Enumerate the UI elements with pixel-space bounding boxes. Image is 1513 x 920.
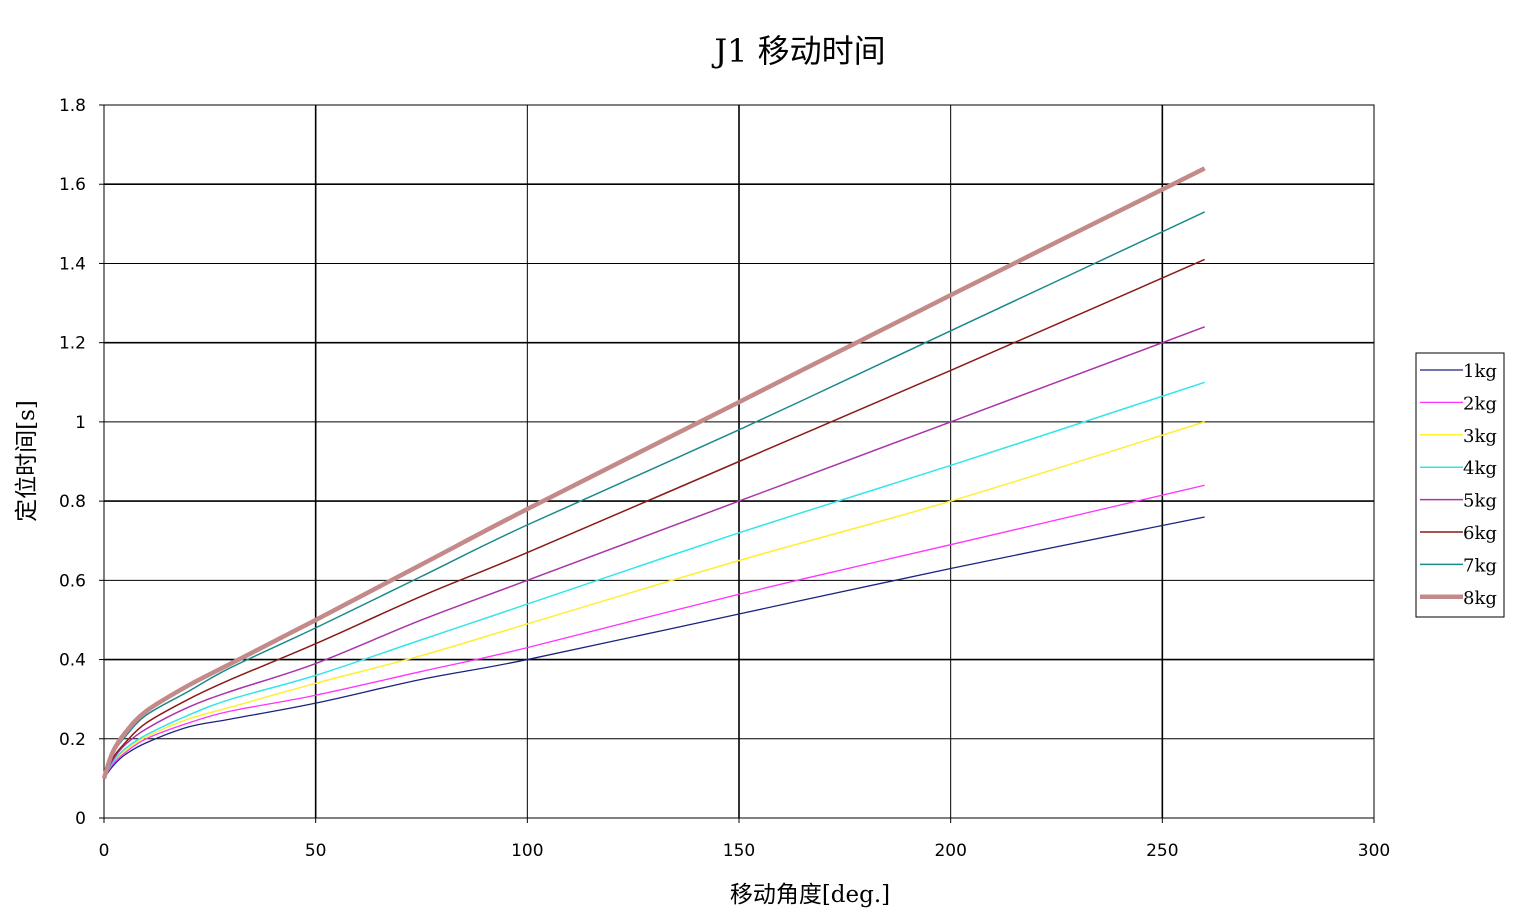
series-line-1kg [103,516,1205,779]
legend-label-8kg: 8kg [1463,588,1497,609]
y-tick-label: 1.8 [59,96,86,116]
legend-label-7kg: 7kg [1463,555,1497,576]
legend-label-4kg: 4kg [1463,458,1497,479]
x-axis-ticks: 0 50 100 150 200 250 300 [99,818,1390,861]
x-tick-label: 150 [723,841,755,861]
legend-label-2kg: 2kg [1463,393,1497,414]
legend-label-3kg: 3kg [1463,426,1497,447]
x-tick-label: 300 [1358,841,1390,861]
y-tick-label: 1.4 [59,254,86,274]
series-line-5kg [103,326,1205,779]
chart-title: J1 移动时间 [711,32,885,70]
x-tick-label: 100 [511,841,543,861]
x-tick-label: 0 [99,841,110,861]
y-tick-label: 1.6 [59,175,86,195]
y-tick-label: 0.6 [59,571,86,591]
x-tick-label: 250 [1146,841,1178,861]
y-tick-label: 0.2 [59,730,86,750]
series-line-6kg [103,258,1205,779]
legend: 1kg 2kg 3kg 4kg 5kg 6kg 7kg 8kg [1415,352,1505,618]
y-tick-label: 0.4 [59,651,86,671]
x-tick-label: 50 [305,841,327,861]
series-line-4kg [103,381,1205,779]
y-tick-label: 0.8 [59,492,86,512]
y-axis-title: 定位时间[s] [14,400,40,522]
series-lines [101,166,1206,780]
y-axis-ticks: 0 0.2 0.4 0.6 0.8 1 1.2 1.4 1.6 1.8 [59,96,104,829]
x-tick-label: 200 [934,841,966,861]
legend-label-6kg: 6kg [1463,523,1497,544]
y-tick-label: 1 [75,413,86,433]
y-tick-label: 1.2 [59,334,86,354]
series-line-8kg [101,166,1206,780]
legend-box [1415,352,1505,618]
y-tick-label: 0 [75,809,86,829]
series-line-2kg [103,484,1205,779]
series-line-3kg [103,421,1205,779]
legend-label-5kg: 5kg [1463,491,1497,512]
x-axis-title: 移动角度[deg.] [730,882,890,908]
series-line-7kg [103,211,1205,779]
legend-label-1kg: 1kg [1463,361,1497,382]
